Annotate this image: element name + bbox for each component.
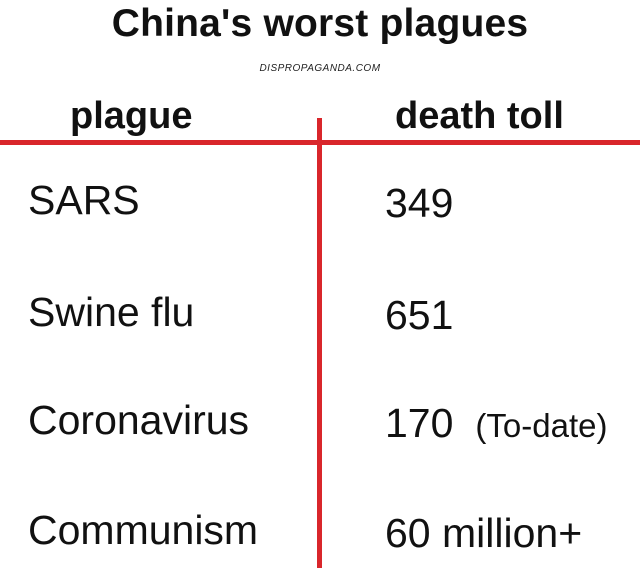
row-2-toll: 651 (385, 292, 454, 338)
row-4-plague: Communism (28, 507, 259, 553)
header-death-toll: death toll (395, 95, 564, 137)
watermark: DISPROPAGANDA.COM (259, 63, 381, 74)
header-plague: plague (70, 95, 193, 137)
row-1-plague: SARS (28, 177, 140, 223)
row-4-toll: 60 million+ (385, 510, 583, 556)
row-3-toll: 170 (385, 400, 454, 446)
row-3-plague: Coronavirus (28, 397, 250, 443)
row-3-toll-group: 170 (To-date) (385, 400, 607, 447)
row-2-plague: Swine flu (28, 289, 195, 335)
row-1-toll: 349 (385, 180, 454, 226)
row-3-note: (To-date) (475, 407, 608, 444)
vertical-divider (317, 118, 322, 568)
page-title: China's worst plagues (111, 2, 529, 45)
